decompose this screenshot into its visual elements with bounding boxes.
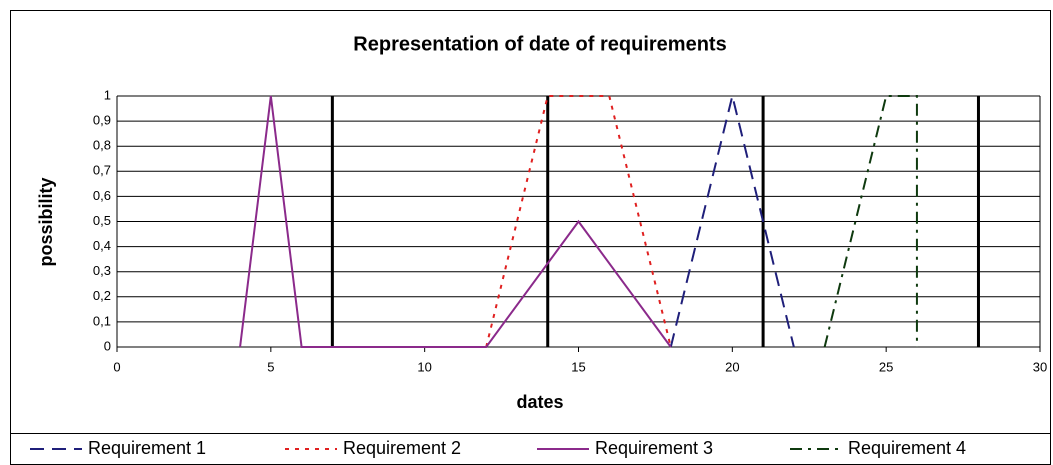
x-axis-label: dates — [516, 392, 563, 412]
y-tick-label: 0,6 — [93, 188, 111, 203]
y-tick-label: 1 — [104, 87, 111, 102]
x-tick-label: 20 — [725, 359, 739, 374]
series-line — [669, 95, 795, 348]
y-tick-label: 0,8 — [93, 138, 111, 153]
x-tick-label: 15 — [571, 359, 585, 374]
x-tick-label: 10 — [417, 359, 431, 374]
x-tick-label: 0 — [113, 359, 120, 374]
legend-label: Requirement 4 — [848, 438, 966, 458]
y-tick-label: 0 — [104, 338, 111, 353]
y-tick-label: 0,7 — [93, 163, 111, 178]
y-tick-label: 0,2 — [93, 288, 111, 303]
legend-label: Requirement 1 — [88, 438, 206, 458]
y-tick-label: 0,3 — [93, 263, 111, 278]
x-tick-label: 30 — [1033, 359, 1047, 374]
y-tick-label: 0,4 — [93, 238, 111, 253]
chart-title: Representation of date of requirements — [353, 33, 726, 55]
series-line — [239, 95, 672, 348]
y-tick-label: 0,1 — [93, 313, 111, 328]
y-tick-label: 0,9 — [93, 113, 111, 128]
legend-label: Requirement 3 — [595, 438, 713, 458]
series-line — [823, 95, 918, 348]
x-tick-label: 25 — [879, 359, 893, 374]
y-axis-label: possibility — [36, 177, 56, 266]
x-tick-label: 5 — [267, 359, 274, 374]
legend-label: Requirement 2 — [343, 438, 461, 458]
y-tick-label: 0,5 — [93, 213, 111, 228]
